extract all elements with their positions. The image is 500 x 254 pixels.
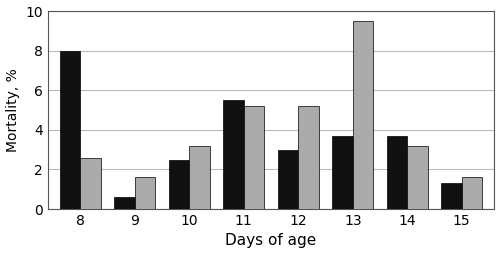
Bar — [80, 157, 101, 209]
Bar — [190, 146, 210, 209]
Bar — [135, 177, 156, 209]
Bar — [168, 160, 190, 209]
Bar — [298, 106, 319, 209]
Bar — [60, 51, 80, 209]
Bar — [441, 183, 462, 209]
Bar — [462, 177, 482, 209]
Bar — [408, 146, 428, 209]
Bar — [114, 197, 135, 209]
Bar — [244, 106, 264, 209]
X-axis label: Days of age: Days of age — [226, 233, 316, 248]
Bar — [386, 136, 407, 209]
Bar — [223, 100, 244, 209]
Bar — [278, 150, 298, 209]
Y-axis label: Mortality, %: Mortality, % — [6, 68, 20, 152]
Bar — [353, 21, 374, 209]
Bar — [332, 136, 353, 209]
